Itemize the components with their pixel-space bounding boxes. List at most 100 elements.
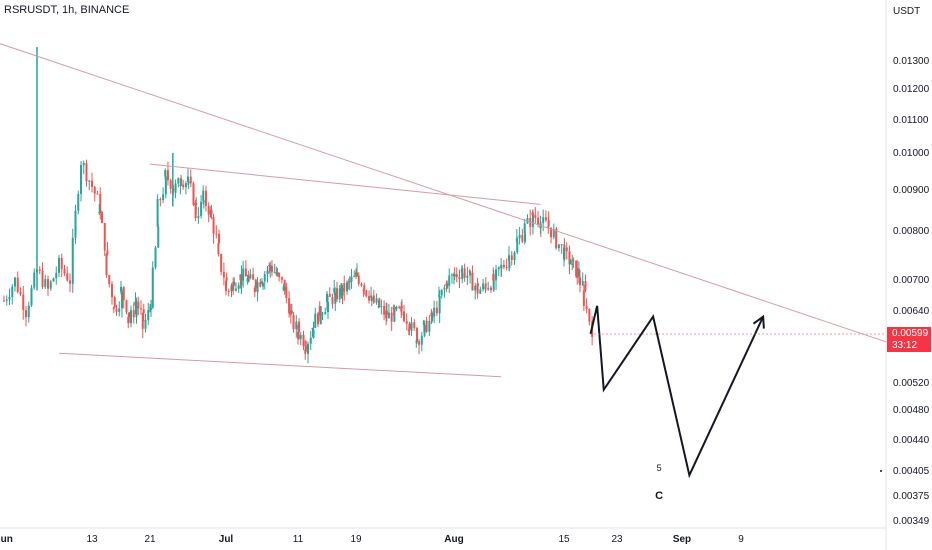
- candle-body: [365, 290, 368, 297]
- countdown-label: 33:12: [892, 340, 918, 351]
- trendline-channel-top: [149, 163, 541, 205]
- candle-body: [433, 307, 436, 317]
- candle-body: [174, 183, 177, 193]
- candle-body: [317, 313, 319, 325]
- candle-body: [505, 267, 508, 269]
- candle-body: [164, 170, 167, 177]
- candle-body: [497, 267, 500, 270]
- candle-body: [268, 265, 271, 267]
- candle-body: [418, 341, 421, 345]
- candle-body: [455, 274, 458, 278]
- candle-body: [443, 287, 446, 290]
- candle-body: [392, 307, 395, 310]
- candle-body: [8, 296, 11, 300]
- candle-body: [476, 283, 479, 294]
- candle-body: [74, 210, 77, 238]
- chart-title: RSRUSDT, 1h, BINANCE: [4, 4, 130, 16]
- candle-body: [184, 183, 187, 188]
- candle-body: [289, 310, 292, 315]
- candle-body: [162, 194, 165, 201]
- candle-body: [150, 307, 152, 310]
- candle-body: [19, 291, 22, 295]
- candle-body: [479, 289, 482, 294]
- candle-body: [318, 306, 321, 316]
- candle-body: [458, 277, 461, 279]
- candle-body: [202, 190, 205, 201]
- candle-body: [448, 275, 451, 286]
- candle-body: [282, 286, 285, 291]
- candle-body: [30, 287, 33, 306]
- candle-body: [187, 181, 190, 184]
- trendline-channel-bottom: [58, 352, 502, 378]
- candle-body: [247, 276, 250, 282]
- candle-body: [232, 281, 235, 291]
- candle-body: [156, 199, 159, 227]
- candle-body: [33, 272, 36, 288]
- candle-body: [69, 280, 71, 284]
- candle-body: [453, 274, 455, 277]
- candle-body: [187, 176, 189, 182]
- candle-body: [572, 259, 575, 261]
- candle-body: [179, 184, 182, 186]
- candle-body: [63, 269, 66, 274]
- candle-body: [128, 312, 131, 317]
- candle-body: [438, 296, 441, 314]
- candle-body: [204, 190, 207, 206]
- candle-body: [253, 287, 256, 293]
- candle-body: [390, 312, 393, 322]
- candle-body: [393, 307, 396, 322]
- candle-body: [154, 247, 157, 268]
- candle-body: [82, 163, 85, 166]
- y-tick-label: 0.00700: [893, 275, 930, 286]
- candle-body: [575, 260, 578, 277]
- candle-body: [309, 337, 312, 344]
- candle-body: [402, 311, 405, 321]
- candle-body: [353, 275, 356, 277]
- candle-body: [372, 295, 375, 303]
- candle-body: [197, 215, 200, 219]
- x-tick-label: 11: [293, 534, 304, 545]
- candle-body: [120, 286, 122, 292]
- candle-body: [127, 316, 130, 324]
- candle-body: [164, 176, 167, 195]
- candle-body: [212, 217, 215, 234]
- candle-body: [44, 279, 47, 287]
- y-tick-label: 0.00405: [893, 466, 930, 477]
- candle-body: [557, 244, 560, 249]
- candle-body: [544, 217, 547, 221]
- candle-body: [347, 281, 350, 283]
- candle-body: [217, 243, 220, 255]
- candle-body: [270, 265, 273, 273]
- candle-body: [555, 229, 558, 249]
- candle-body: [80, 165, 82, 194]
- candle-body: [324, 312, 327, 315]
- candle-body: [425, 320, 428, 332]
- current-price-badge: 0.00599 33:12: [887, 327, 931, 352]
- candle-body: [521, 234, 524, 242]
- candle-body: [182, 184, 185, 188]
- candle-body: [273, 272, 276, 274]
- candle-body: [135, 305, 138, 318]
- candle-body: [96, 193, 99, 195]
- y-tick-label: 0.00520: [893, 378, 930, 389]
- price-axis-unit: USDT: [893, 6, 920, 17]
- y-tick-label: 0.00640: [893, 306, 930, 317]
- candle-body: [407, 329, 410, 331]
- candle-body: [435, 307, 438, 314]
- candle-body: [5, 299, 8, 301]
- candle-body: [189, 176, 192, 184]
- candle-body: [147, 309, 150, 320]
- candle-body: [542, 217, 545, 224]
- x-tick-label: 9: [738, 534, 744, 545]
- candle-body: [460, 268, 463, 273]
- candle-body: [523, 223, 526, 235]
- candle-body: [405, 320, 408, 324]
- candle-body: [326, 293, 328, 303]
- x-tick-label: Jun: [0, 534, 13, 545]
- candle-body: [249, 274, 252, 278]
- candle-body: [420, 335, 423, 345]
- candle-body: [468, 270, 471, 273]
- candle-body: [297, 331, 299, 339]
- plot-area[interactable]: 5C: [0, 30, 889, 502]
